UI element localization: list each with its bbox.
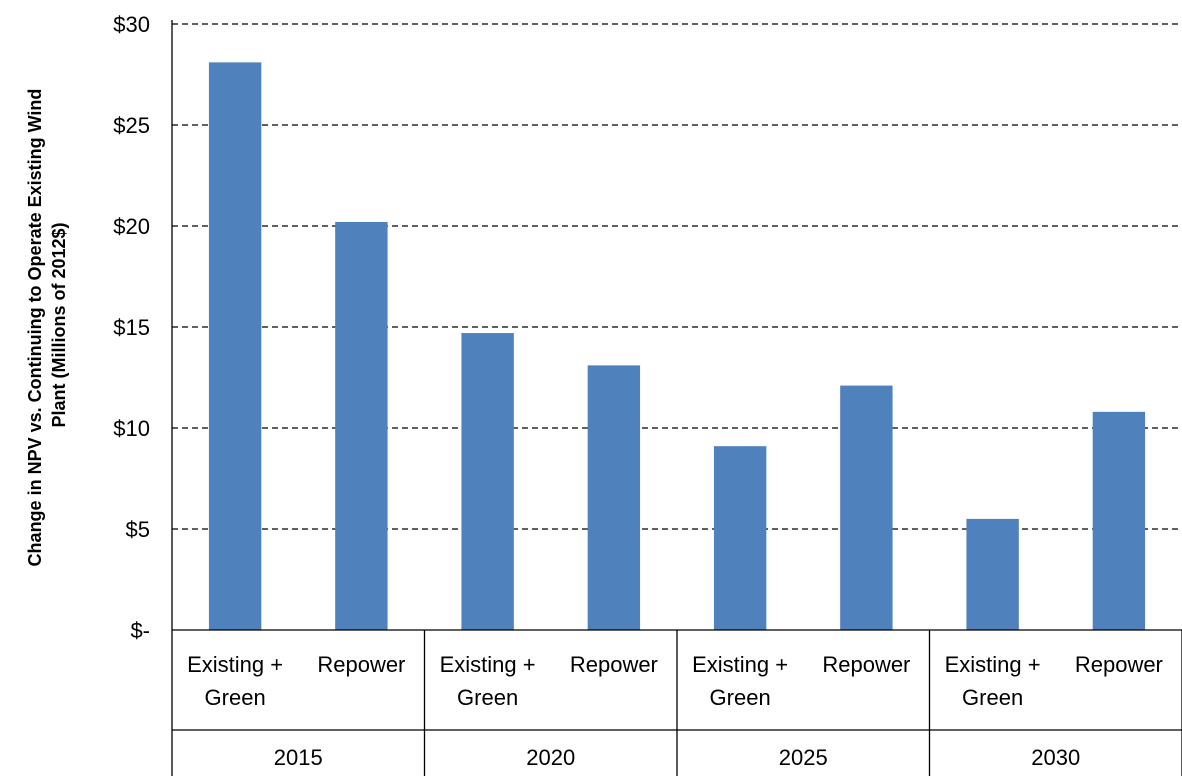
- y-tick-labels: $- $5 $10 $15 $20 $25 $30: [113, 12, 150, 643]
- gridlines: [172, 23, 1182, 530]
- bar: [335, 221, 388, 630]
- bar: [461, 333, 514, 630]
- category-label: Existing +: [187, 652, 283, 677]
- category-label: Existing +: [945, 652, 1041, 677]
- y-axis-label-line-2: Plant (Millions of 2012$): [49, 222, 69, 427]
- bars: [208, 62, 1146, 630]
- category-label: Green: [962, 685, 1023, 710]
- axes: [171, 20, 1182, 776]
- category-label: Green: [457, 685, 518, 710]
- y-tick-label: $15: [113, 315, 150, 340]
- category-labels: Existing + Green Repower 2015 Existing + Gree…: [187, 652, 1163, 770]
- group-label: 2030: [1031, 745, 1080, 770]
- category-label: Repower: [822, 652, 910, 677]
- bar: [840, 385, 893, 630]
- group-label: 2020: [526, 745, 575, 770]
- y-axis-label-line-1: Change in NPV vs. Continuing to Operate …: [25, 89, 45, 567]
- y-axis-label: Change in NPV vs. Continuing to Operate …: [25, 84, 69, 567]
- y-tick-label: $30: [113, 12, 150, 37]
- group-label: 2025: [779, 745, 828, 770]
- group-label: 2015: [274, 745, 323, 770]
- bar: [713, 446, 767, 630]
- category-label: Green: [205, 685, 266, 710]
- category-label: Existing +: [440, 652, 536, 677]
- y-tick-label: $20: [113, 214, 150, 239]
- y-tick-label: $25: [113, 113, 150, 138]
- bar: [587, 365, 641, 630]
- y-tick-label: $10: [113, 416, 150, 441]
- bar: [208, 62, 262, 630]
- category-label: Repower: [1075, 652, 1163, 677]
- category-label: Existing +: [692, 652, 788, 677]
- category-label: Repower: [317, 652, 405, 677]
- bar: [1092, 411, 1146, 630]
- y-tick-label: $-: [130, 618, 150, 643]
- y-tick-label: $5: [126, 517, 150, 542]
- bar: [966, 518, 1019, 630]
- category-label: Green: [710, 685, 771, 710]
- category-label: Repower: [570, 652, 658, 677]
